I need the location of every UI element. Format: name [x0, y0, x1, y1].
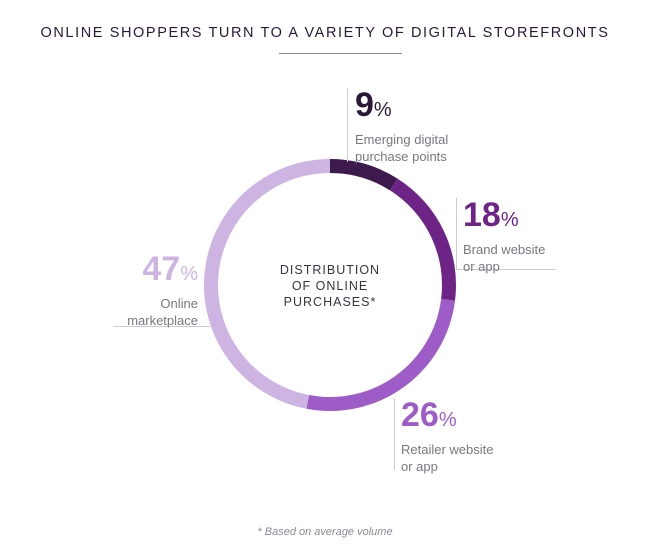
percent-sign: % — [180, 263, 198, 285]
slice-label: Emerging digital purchase points — [355, 131, 448, 165]
slice-value-number: 9 — [355, 86, 374, 124]
footnote: * Based on average volume — [257, 526, 393, 538]
percent-sign: % — [438, 409, 457, 431]
callout-rule-marketplace — [113, 326, 210, 327]
donut-slice-2 — [306, 299, 456, 411]
slice-value: 9% — [355, 88, 448, 127]
slice-label-line: Retailer website — [401, 442, 494, 457]
center-label-line: DISTRIBUTION — [279, 263, 381, 277]
callout-brand: 18% Brand website or app — [463, 198, 545, 275]
center-label: DISTRIBUTION OF ONLINE PURCHASES* — [255, 262, 405, 310]
slice-value: 26% — [401, 398, 494, 437]
slice-value-number: 18 — [463, 196, 501, 234]
slice-label-line: or app — [401, 459, 438, 474]
percent-sign: % — [373, 99, 392, 121]
slice-label-line: marketplace — [127, 313, 198, 328]
chart-title: ONLINE SHOPPERS TURN TO A VARIETY OF DIG… — [40, 25, 610, 41]
slice-value: 47% — [100, 252, 198, 291]
slice-label: Retailer website or app — [401, 441, 494, 475]
callout-retailer: 26% Retailer website or app — [401, 398, 494, 475]
callout-line-emerging — [347, 88, 348, 162]
percent-sign: % — [500, 209, 519, 231]
center-label-line: PURCHASES* — [283, 295, 377, 309]
callout-emerging: 9% Emerging digital purchase points — [355, 88, 448, 165]
donut-slice-3 — [204, 159, 330, 409]
callout-line-retailer — [394, 398, 395, 470]
donut-slice-0 — [330, 159, 398, 191]
donut-slice-1 — [390, 178, 456, 301]
slice-label-line: Brand website — [463, 242, 546, 257]
slice-label-line: Emerging digital — [355, 132, 449, 147]
callout-marketplace: 47% Online marketplace — [100, 252, 198, 329]
slice-value: 18% — [463, 198, 545, 237]
slice-label-line: or app — [463, 259, 500, 274]
slice-label-line: purchase points — [355, 149, 447, 164]
slice-value-number: 26 — [401, 396, 439, 434]
center-label-line: OF ONLINE — [291, 279, 369, 293]
callout-line-brand — [456, 198, 457, 269]
slice-label: Brand website or app — [463, 241, 545, 275]
slice-label-line: Online — [160, 296, 198, 311]
title-divider — [279, 53, 402, 54]
slice-label: Online marketplace — [100, 295, 198, 329]
slice-value-number: 47 — [142, 250, 181, 288]
callout-rule-brand — [456, 269, 556, 270]
